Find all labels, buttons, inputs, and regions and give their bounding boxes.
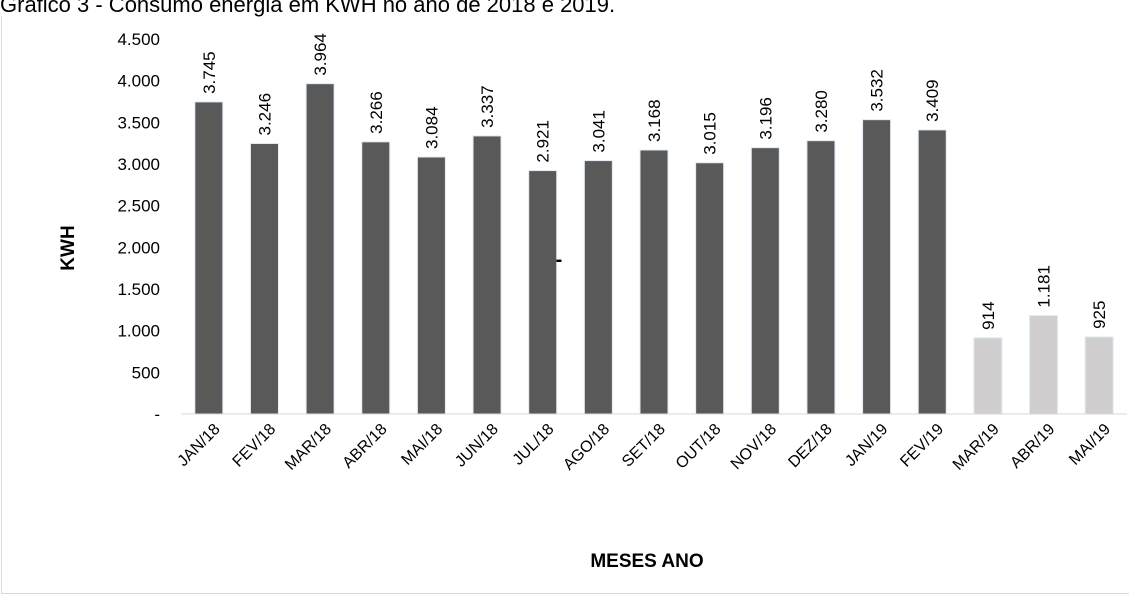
bar-data-label: 2.921 [534,120,553,163]
bar-data-label: 3.964 [311,33,330,76]
x-tick-label: DEZ/18 [785,421,835,471]
bar [695,162,725,415]
bar-data-labels: 3.745 3.246 3.964 3.266 3.084 3.337 2.921 3.041… [200,33,1109,330]
bar [528,170,558,415]
bar-data-label: 3.246 [255,93,274,136]
y-tick-label: 1.500 [117,280,160,299]
y-tick-label: 1.000 [117,322,160,341]
y-tick-label: 4.000 [117,72,160,91]
bar-data-label: 3.015 [701,112,720,155]
bar [583,160,613,415]
x-tick-label: NOV/18 [728,421,780,473]
y-tick-label: 3.000 [117,155,160,174]
bar [194,101,224,415]
x-tick-label: JUL/18 [510,421,558,469]
chart-frame: - 500 1.000 1.500 2.000 2.500 3.000 3.500 4.000 4… [1,16,1129,594]
x-tick-label: AGO/18 [560,421,613,474]
bar-data-label: 925 [1090,301,1109,329]
x-tick-label: FEV/18 [230,421,280,471]
x-tick-label: MAR/18 [282,421,335,474]
chart-annotation: - [556,249,563,271]
bar [249,143,279,415]
chart-caption: Gráfico 3 - Consumo energia em KWH no an… [0,0,616,17]
bar-data-label: 1.181 [1035,265,1054,308]
bar-data-label: 3.745 [200,51,219,94]
y-tick-label: 2.000 [117,238,160,257]
x-tick-label: ABR/19 [1007,421,1058,472]
x-tick-label: FEV/19 [897,421,947,471]
bar-data-label: 3.280 [812,90,831,133]
bar [806,140,836,415]
bar [639,149,669,415]
bar-data-label: 3.337 [478,85,497,128]
bar-data-label: 3.041 [589,110,608,153]
y-axis-label: KWH [58,225,79,270]
y-tick-label: 4.500 [117,30,160,49]
x-axis-label: MESES ANO [590,551,703,572]
bars [194,83,1114,415]
x-axis-tick-labels: JAN/18 FEV/18 MAR/18 ABR/18 MAI/18 JUN/18 JUL/… [175,421,1115,474]
bar-chart: - 500 1.000 1.500 2.000 2.500 3.000 3.500 4.000 4… [58,30,1127,572]
bar [361,141,391,415]
x-tick-label: SET/18 [619,421,669,471]
bar-data-label: 3.409 [923,79,942,122]
bar-data-label: 3.532 [868,69,887,112]
x-tick-label: MAI/18 [398,421,446,469]
bar-data-label: 914 [979,301,998,329]
y-tick-label: 500 [132,363,160,382]
bar-data-label: 3.266 [367,91,386,134]
bar [1029,315,1059,415]
bar [917,129,947,415]
x-tick-label: OUT/18 [673,421,725,473]
y-tick-label: 2.500 [117,197,160,216]
bar-data-label: 3.196 [756,97,775,140]
bar [305,83,335,415]
bar [973,337,1003,415]
x-tick-label: JAN/18 [175,421,224,470]
bar-data-label: 3.168 [645,99,664,142]
x-tick-label: MAR/19 [950,421,1003,474]
y-axis-ticks: - 500 1.000 1.500 2.000 2.500 3.000 3.500 4.000 4… [117,30,160,424]
bar [416,156,446,415]
bar [472,135,502,415]
x-tick-label: MAI/19 [1066,421,1114,469]
y-tick-label: - [154,405,160,424]
bar [1084,336,1114,415]
bar [862,119,892,415]
y-tick-label: 3.500 [117,113,160,132]
bar-data-label: 3.084 [422,106,441,149]
x-tick-label: ABR/18 [340,421,391,472]
x-tick-label: JUN/18 [452,421,502,471]
x-tick-label: JAN/19 [842,421,891,470]
bar [750,147,780,415]
